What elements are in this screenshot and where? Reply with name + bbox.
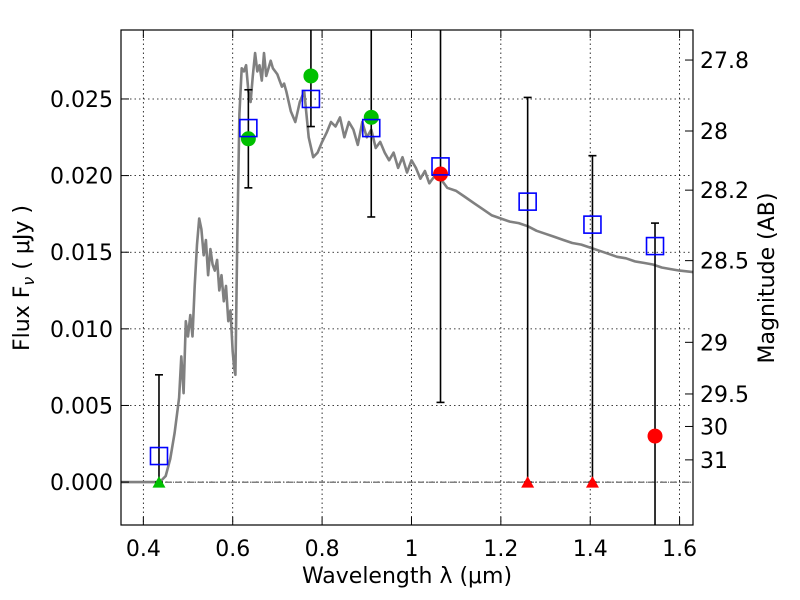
observed-point	[303, 68, 319, 84]
y-axis-label-subscript: ν	[19, 277, 38, 286]
y-axis-label-unit: ( μJy )	[10, 205, 35, 277]
right-tick-label: 29.5	[700, 383, 749, 408]
model-photometry-square	[301, 89, 321, 109]
x-axis-label: Wavelength λ (μm)	[302, 564, 512, 589]
y-axis-ticks: 0.000 0.005 0.010 0.015 0.020 0.025	[50, 88, 129, 496]
right-tick-label: 27.8	[700, 49, 749, 74]
x-tick-label: 1.4	[573, 537, 608, 562]
right-tick-label: 28	[700, 120, 728, 145]
right-tick-label: 29	[700, 331, 728, 356]
model-photometry-square	[149, 446, 169, 466]
observed-point	[647, 428, 663, 444]
upper-limit-marker	[152, 476, 166, 488]
plot-frame	[120, 29, 694, 526]
x-axis-ticks: 0.4 0.6 0.8 1 1.2 1.4 1.6	[126, 30, 697, 562]
model-photometry-square	[583, 215, 602, 234]
x-tick-label: 1.6	[662, 537, 697, 562]
x-tick-label: 1	[404, 537, 418, 562]
model-photometry	[149, 89, 665, 466]
y-tick-label: 0.010	[50, 318, 113, 343]
right-tick-label: 28.5	[700, 250, 749, 275]
model-photometry-square	[518, 192, 537, 211]
y-axis-label-text: Flux F	[10, 286, 35, 351]
model-photometry-square	[645, 236, 665, 256]
grid	[121, 30, 693, 525]
errorbars	[154, 30, 660, 525]
model-photometry-square	[431, 157, 450, 176]
observed-photometry	[152, 68, 663, 488]
right-tick-label: 28.2	[700, 179, 749, 204]
x-tick-label: 0.4	[126, 537, 161, 562]
y-tick-label: 0.000	[50, 471, 113, 496]
model-photometry-square	[361, 118, 381, 138]
right-tick-label: 31	[700, 449, 728, 474]
right-tick-label: 30	[700, 415, 728, 440]
model-sed-line	[121, 51, 693, 484]
observed-point	[363, 109, 379, 125]
observed-point	[240, 131, 256, 147]
plot-area	[121, 30, 693, 525]
observed-point	[433, 166, 449, 182]
x-tick-label: 0.8	[305, 537, 340, 562]
right-axis-label: Magnitude (AB)	[755, 193, 780, 364]
y-tick-label: 0.015	[50, 241, 113, 266]
y-tick-label: 0.005	[50, 394, 113, 419]
model-sed-layer	[121, 51, 693, 484]
upper-limit-marker	[585, 476, 599, 488]
y-axis-label: Flux Fν ( μJy )	[10, 205, 38, 351]
right-axis-ticks: 27.8 28 28.2 28.5 29 29.5 30 31	[685, 49, 749, 474]
x-tick-label: 1.2	[483, 537, 518, 562]
y-tick-label: 0.025	[50, 88, 113, 113]
model-photometry-square	[239, 118, 258, 138]
x-tick-label: 0.6	[215, 537, 250, 562]
upper-limit-marker	[521, 476, 535, 488]
y-tick-label: 0.020	[50, 165, 113, 190]
